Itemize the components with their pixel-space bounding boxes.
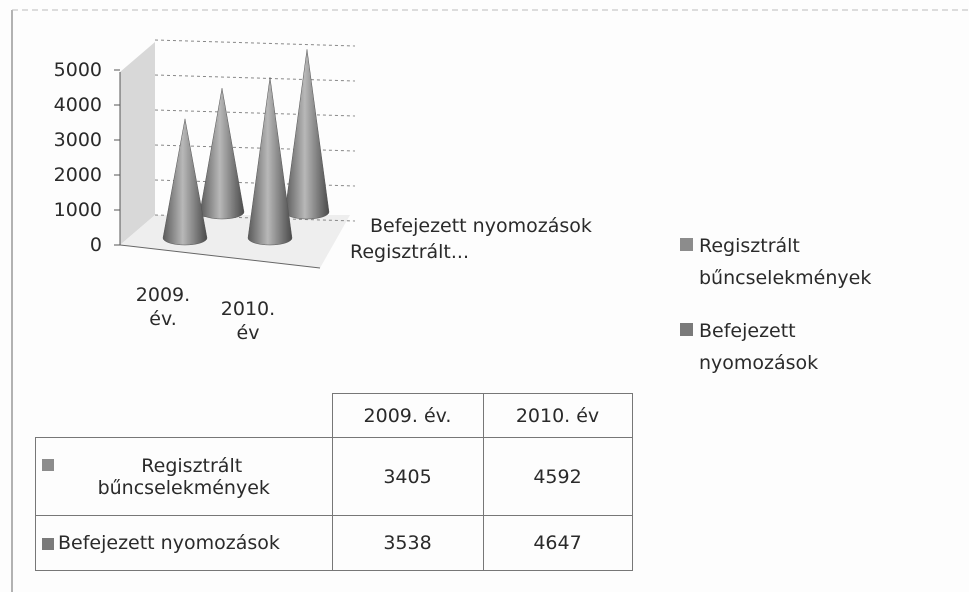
legend-swatch bbox=[42, 458, 54, 471]
legend-label: Befejezett nyomozások bbox=[699, 320, 819, 374]
y-tick-label: 0 bbox=[89, 234, 102, 256]
y-tick-label: 2000 bbox=[53, 164, 102, 186]
legend-swatch bbox=[680, 323, 693, 336]
row-label: Regisztrált bűncselekmények bbox=[97, 454, 270, 499]
floor bbox=[120, 215, 350, 268]
corner-cell bbox=[35, 393, 333, 438]
legend-swatch bbox=[42, 537, 54, 550]
cone bbox=[247, 77, 293, 246]
cell: 3538 bbox=[331, 515, 484, 571]
grid-line bbox=[154, 109, 356, 117]
legend-swatch bbox=[680, 238, 693, 251]
back-wall bbox=[120, 42, 155, 245]
x-axis bbox=[119, 244, 321, 269]
x-tick-label: 2010. év bbox=[220, 298, 276, 344]
depth-label: Regisztrált... bbox=[350, 241, 470, 263]
cone bbox=[284, 49, 330, 220]
row-header: Befejezett nyomozások bbox=[35, 515, 333, 571]
cell: 3405 bbox=[331, 437, 484, 516]
data-table: 2009. év. 2010. év Regisztrált bűncselek… bbox=[35, 393, 633, 571]
y-tick-label: 5000 bbox=[53, 59, 102, 81]
header-cell: 2009. év. bbox=[331, 393, 484, 438]
y-tick-label: 3000 bbox=[53, 129, 102, 151]
grid-line bbox=[154, 39, 356, 47]
cell: 4592 bbox=[482, 437, 633, 516]
depth-label: Befejezett nyomozások bbox=[370, 215, 592, 237]
grid-line bbox=[154, 74, 356, 82]
y-tick-label: 4000 bbox=[53, 94, 102, 116]
x-tick-label: 2009. év. bbox=[135, 284, 191, 330]
row-label: Befejezett nyomozások bbox=[58, 532, 280, 554]
cone bbox=[199, 88, 245, 220]
row-header: Regisztrált bűncselekmények bbox=[35, 437, 333, 516]
legend-label: Regisztrált bűncselekmények bbox=[699, 235, 872, 289]
y-tick-label: 1000 bbox=[53, 199, 102, 221]
cone bbox=[162, 118, 208, 246]
cell: 4647 bbox=[482, 515, 633, 571]
header-cell: 2010. év bbox=[482, 393, 633, 438]
